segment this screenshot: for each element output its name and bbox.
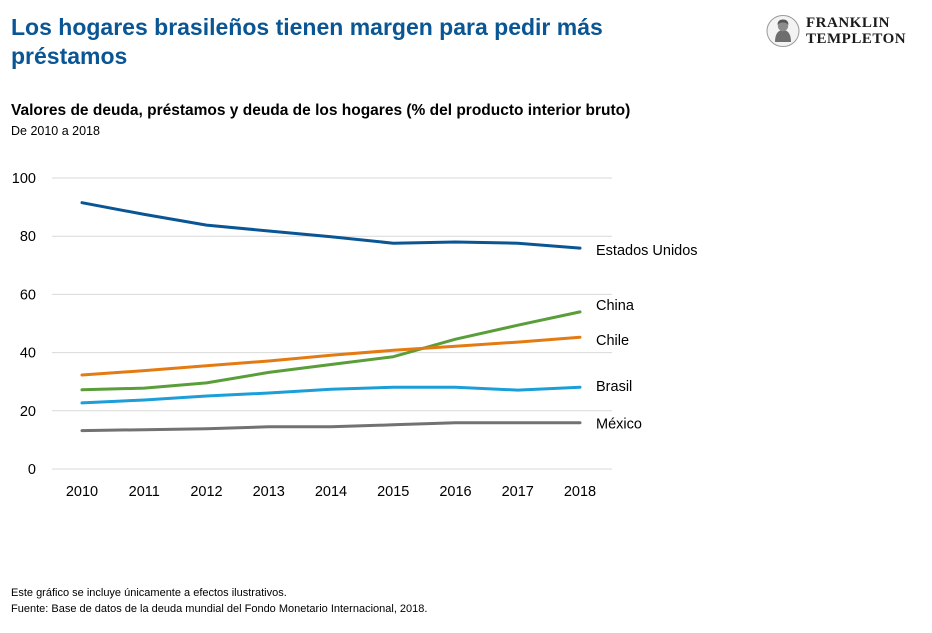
series-label-chile: Chile xyxy=(596,333,629,349)
x-tick-label-2011: 2011 xyxy=(129,484,160,500)
y-tick-label-80: 80 xyxy=(20,229,36,245)
page-title: Los hogares brasileños tienen margen par… xyxy=(11,14,603,69)
y-tick-label-100: 100 xyxy=(12,171,36,187)
series-label-estados-unidos: Estados Unidos xyxy=(596,243,698,259)
y-tick-label-40: 40 xyxy=(20,346,36,362)
disclaimer-note: Este gráfico se incluye únicamente a efe… xyxy=(11,587,287,599)
series-line-brasil xyxy=(80,385,582,405)
series-label-china: China xyxy=(596,298,635,314)
x-tick-label-2015: 2015 xyxy=(377,484,409,500)
series-line-china xyxy=(80,310,582,392)
line-chart: 0 20 40 60 80 100 2010 2011 2012 2013 2014 2015 2016… xyxy=(12,171,698,500)
chart-subtitle: De 2010 a 2018 xyxy=(11,124,100,138)
franklin-templeton-logo: FRANKLIN TEMPLETON xyxy=(766,14,916,48)
logo-line-1: FRANKLIN xyxy=(806,15,891,31)
logo-line-2: TEMPLETON xyxy=(806,31,907,47)
series-line-estados-unidos xyxy=(80,201,582,250)
franklin-portrait-icon xyxy=(766,15,800,47)
chart-footer: Este gráfico se incluye únicamente a efe… xyxy=(11,585,427,617)
y-tick-label-0: 0 xyxy=(28,462,36,478)
x-tick-label-2017: 2017 xyxy=(502,484,534,500)
series-label-mexico: México xyxy=(596,417,642,433)
y-tick-label-20: 20 xyxy=(20,404,36,420)
x-tick-label-2014: 2014 xyxy=(315,484,347,500)
x-tick-label-2018: 2018 xyxy=(564,484,596,500)
series-label-brasil: Brasil xyxy=(596,379,632,395)
x-tick-label-2016: 2016 xyxy=(439,484,471,500)
x-tick-label-2013: 2013 xyxy=(253,484,285,500)
chart-title: Valores de deuda, préstamos y deuda de l… xyxy=(11,102,631,119)
y-tick-label-60: 60 xyxy=(20,287,36,303)
x-tick-label-2012: 2012 xyxy=(190,484,222,500)
series-line-chile xyxy=(80,335,582,377)
source-note: Fuente: Base de datos de la deuda mundia… xyxy=(11,603,428,615)
series-line-mexico xyxy=(80,421,582,433)
x-tick-label-2010: 2010 xyxy=(66,484,98,500)
